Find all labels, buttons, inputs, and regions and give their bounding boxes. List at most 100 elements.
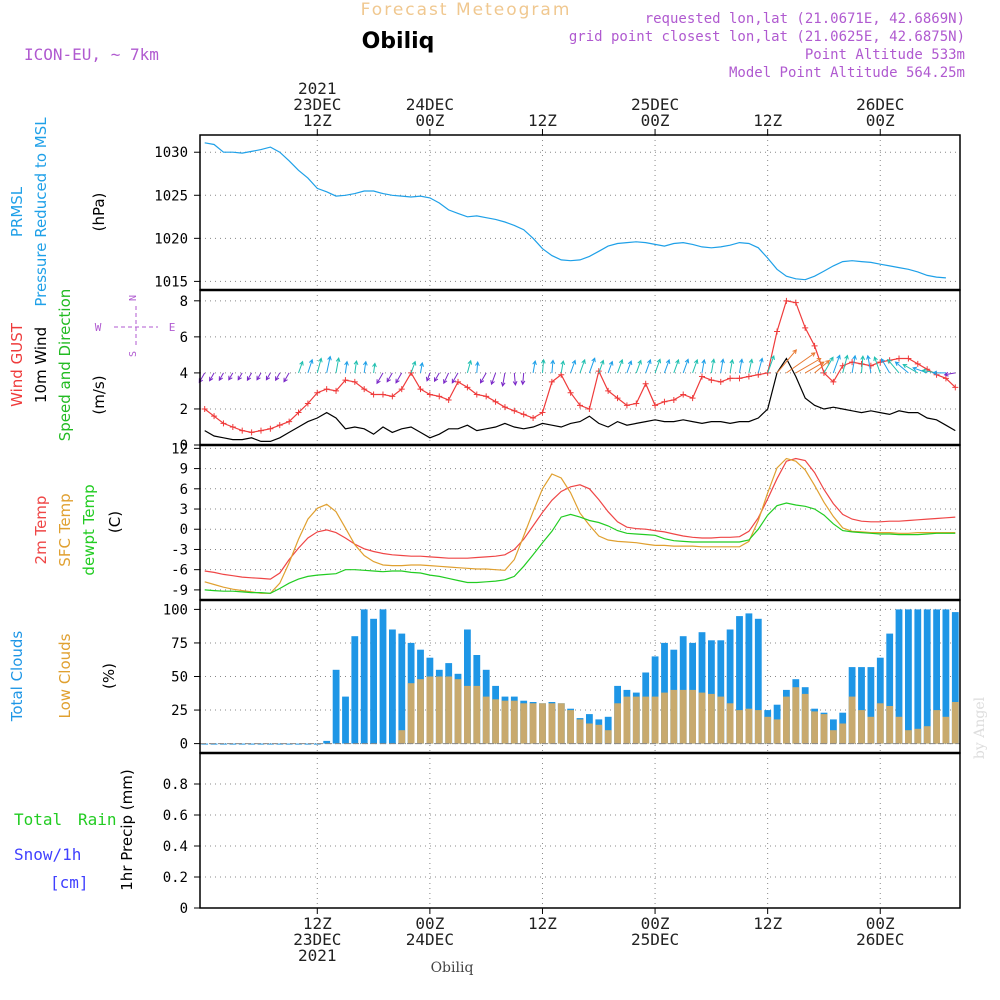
low-cloud-bar: [876, 703, 884, 744]
total-cloud-bar: [389, 629, 396, 744]
wind-direction-arrow: [246, 372, 253, 382]
wind-direction-arrow: [767, 355, 775, 374]
wind-direction-arrow: [316, 357, 323, 374]
panel-5: 0 0.2 0.4 0.6 0.8: [163, 752, 961, 917]
dewpt-label: dewpt Temp: [80, 484, 98, 575]
low-cloud-bar: [567, 710, 574, 744]
total-cloud-bar: [942, 609, 950, 744]
pressure-label-1: PRMSL: [8, 186, 26, 237]
low-cloud-bar: [398, 730, 406, 744]
y-tick-label: 8: [180, 294, 188, 310]
time-label-bottom: 00Z: [641, 914, 670, 933]
wind-direction-arrow: [386, 372, 393, 383]
time-label-top: 2021: [298, 79, 337, 98]
low-cloud-bar: [773, 719, 781, 744]
low-cloud-bar: [726, 703, 734, 744]
temp-unit: (C): [106, 511, 124, 533]
gust-marker: [774, 328, 781, 335]
y-tick-label: 0: [180, 438, 188, 454]
y-tick-label: 0: [180, 522, 188, 538]
low-cloud-bar: [651, 696, 659, 744]
wind-direction-arrow: [218, 372, 224, 382]
gust-marker: [548, 378, 555, 385]
wind-direction-arrow: [635, 359, 642, 374]
low-cloud-bar: [539, 703, 546, 744]
low-cloud-bar: [548, 703, 556, 744]
low-cloud-bar: [830, 730, 837, 744]
time-label-bottom: 12Z: [528, 914, 557, 933]
wind-direction-arrow: [851, 354, 857, 373]
wind-direction-arrow: [701, 358, 706, 373]
wind-direction-arrow: [540, 358, 546, 373]
wind-direction-arrow: [335, 357, 341, 373]
wind-direction-arrow: [757, 357, 764, 374]
gust-marker: [436, 393, 443, 400]
wind-direction-arrow: [425, 372, 431, 382]
time-label-top: 12Z: [528, 111, 557, 130]
time-label-top: 25DEC: [631, 95, 679, 114]
wind-direction-arrow: [532, 360, 537, 373]
gust-marker: [351, 378, 358, 385]
total-cloud-bar: [257, 743, 265, 745]
wind-direction-arrow: [410, 360, 417, 374]
total-cloud-bar: [304, 743, 312, 745]
low-cloud-bar: [595, 724, 603, 744]
y-tick-label: 1025: [154, 188, 188, 204]
wind-direction-arrow: [363, 360, 368, 373]
wind-unit: (m/s): [90, 375, 108, 414]
time-label-top: 26DEC: [856, 95, 904, 114]
gust-marker: [877, 359, 884, 366]
time-label-top: 23DEC: [293, 95, 341, 114]
dewpt-line: [204, 502, 956, 594]
y-tick-label: 6: [180, 482, 188, 498]
wind-direction-arrow: [372, 362, 377, 373]
wind-direction-arrow: [720, 358, 725, 373]
gust-marker: [670, 396, 677, 403]
gust-marker: [408, 369, 415, 376]
panel-4: 0 25 50 75 100: [163, 599, 961, 754]
low-cloud-bar: [764, 716, 772, 744]
gust-marker: [361, 386, 368, 393]
total-cloud-bar: [604, 716, 612, 744]
credit-watermark: by Angel: [972, 696, 988, 759]
gust-marker: [783, 297, 790, 304]
time-label-bottom: 12Z: [303, 914, 332, 933]
total-cloud-bar: [267, 743, 274, 745]
gust-marker: [539, 409, 546, 416]
snow-label: Snow/1h: [14, 845, 81, 864]
wind-direction-arrow: [887, 358, 900, 374]
point-altitude: Point Altitude 533m: [805, 47, 965, 63]
wind-direction-arrow: [902, 363, 919, 374]
time-label-top: 00Z: [415, 111, 444, 130]
y-tick-label: 100: [163, 602, 188, 618]
gust-marker: [333, 387, 340, 394]
low-cloud-bar: [492, 699, 499, 744]
low-cloud-bar: [529, 703, 537, 744]
gust-marker: [577, 402, 583, 409]
y-tick-label: 1020: [154, 231, 188, 247]
y-tick-label: 9: [180, 462, 188, 478]
gust-label: Wind GUST: [8, 322, 26, 407]
gust-marker: [689, 395, 696, 402]
low-cloud-bar: [670, 689, 678, 744]
total-cloud-bar: [933, 609, 940, 744]
low-cloud-bar: [407, 683, 415, 744]
y-tick-label: 0: [180, 737, 188, 753]
total-cloud-bar: [754, 618, 762, 744]
total-cloud-bar: [238, 743, 246, 745]
wind-direction-arrow: [570, 359, 577, 374]
time-label-bottom: 2021: [298, 946, 337, 965]
total-cloud-bar: [717, 640, 725, 744]
gust-marker: [323, 386, 330, 393]
wind-direction-arrow: [814, 359, 831, 374]
gust-marker: [239, 427, 246, 434]
gust-marker: [633, 400, 640, 407]
total-cloud-bar: [745, 613, 753, 744]
time-label-bottom: 00Z: [866, 914, 895, 933]
low-cloud-bar: [417, 679, 424, 744]
gust-marker: [896, 355, 903, 362]
y-tick-label: 25: [171, 703, 188, 719]
time-label-top: 00Z: [641, 111, 670, 130]
gust-marker: [370, 391, 377, 398]
gust-marker: [820, 369, 827, 376]
